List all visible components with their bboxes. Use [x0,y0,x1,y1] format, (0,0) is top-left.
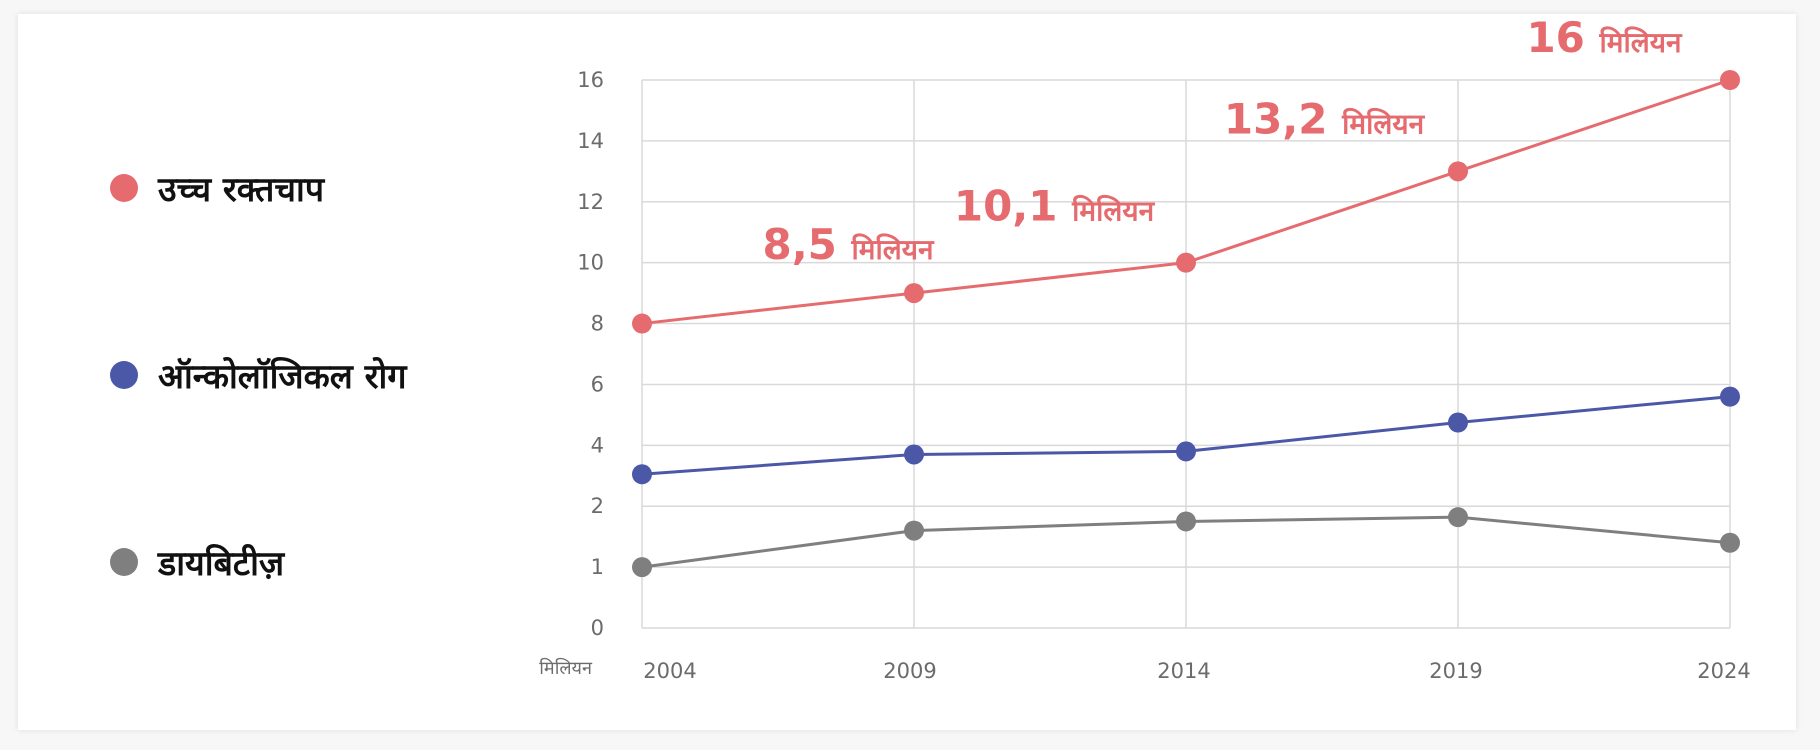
data-point-1-2014 [1176,441,1196,462]
annotation-unit: मिलियन [1341,107,1425,140]
annotation-label-2014: 10,1 मिलियन [954,182,1156,231]
annotation-unit: मिलियन [851,233,935,266]
data-point-0-2004 [632,313,652,334]
data-point-1-2004 [632,464,652,485]
x-tick-label: 2014 [1157,659,1210,683]
annotation-value: 8,5 [762,220,851,269]
y-tick-label: 4 [591,433,604,457]
data-point-0-2014 [1176,252,1196,273]
data-point-2-2009 [904,520,924,541]
annotation-label-2019: 13,2 मिलियन [1224,94,1426,143]
annotation-label-2009: 8,5 मिलियन [762,220,935,269]
y-tick-label: 1 [591,555,604,579]
legend-label-diabetes: डायबिटीज़ [158,544,285,584]
legend-label-hypertension: उच्च रक्तचाप [158,170,325,210]
x-tick-label: 2004 [643,659,696,683]
data-point-1-2019 [1448,412,1468,433]
data-point-1-2024 [1720,386,1740,407]
legend-item-hypertension: उच्च रक्तचाप [110,168,325,210]
data-point-2-2004 [632,557,652,578]
data-point-2-2019 [1448,507,1468,528]
y-tick-label: 2 [591,494,604,518]
y-unit-label: मिलियन [539,657,593,679]
y-tick-label: 14 [577,129,604,153]
y-tick-label: 10 [577,251,604,275]
y-tick-label: 16 [577,68,604,92]
x-tick-label: 2019 [1429,659,1482,683]
chart-card: उच्च रक्तचाप ऑन्कोलॉजिकल रोग डायबिटीज़ 0… [18,14,1796,730]
legend-dot-hypertension [110,174,138,202]
annotation-value: 16 [1526,14,1599,62]
legend-dot-oncological [110,361,138,389]
annotation-unit: मिलियन [1599,26,1683,59]
legend-label-oncological: ऑन्कोलॉजिकल रोग [158,357,407,397]
data-point-2-2024 [1720,532,1740,553]
x-tick-label: 2024 [1697,659,1750,683]
data-point-0-2009 [904,283,924,304]
annotation-unit: मिलियन [1071,195,1155,228]
y-tick-label: 0 [591,616,604,640]
x-tick-label: 2009 [883,659,936,683]
y-tick-label: 8 [591,312,604,336]
data-point-1-2009 [904,444,924,465]
annotation-label-2024: 16 मिलियन [1526,14,1683,62]
legend-dot-diabetes [110,548,138,576]
legend-item-oncological: ऑन्कोलॉजिकल रोग [110,355,407,397]
data-point-2-2014 [1176,511,1196,532]
annotation-value: 13,2 [1224,94,1342,143]
annotation-value: 10,1 [954,182,1072,231]
legend-item-diabetes: डायबिटीज़ [110,542,285,584]
y-tick-label: 12 [577,190,604,214]
y-tick-label: 6 [591,372,604,396]
data-point-0-2024 [1720,70,1740,90]
legend: उच्च रक्तचाप ऑन्कोलॉजिकल रोग डायबिटीज़ [18,14,538,730]
data-point-0-2019 [1448,161,1468,182]
